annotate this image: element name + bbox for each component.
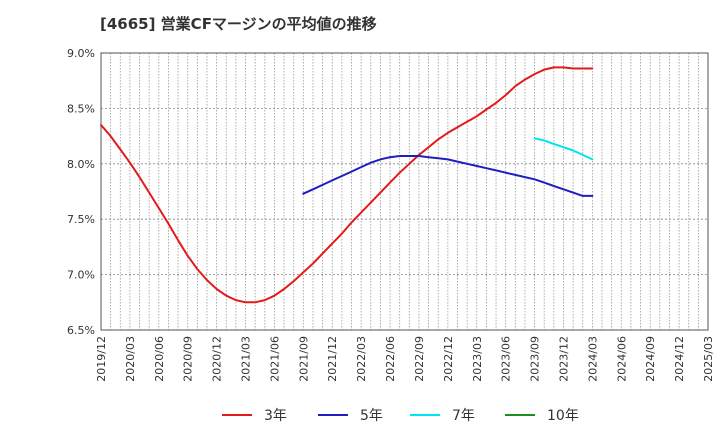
legend-swatch bbox=[410, 414, 440, 416]
y-tick-label: 7.0% bbox=[67, 269, 95, 282]
x-tick-label: 2024/12 bbox=[673, 336, 686, 382]
series-line bbox=[533, 137, 594, 161]
x-tick-label: 2023/09 bbox=[529, 336, 542, 382]
x-tick-label: 2024/09 bbox=[644, 336, 657, 382]
x-tick-label: 2025/03 bbox=[702, 336, 715, 382]
legend-swatch bbox=[222, 414, 252, 416]
legend-item: 7年 bbox=[410, 400, 475, 430]
x-tick-label: 2024/03 bbox=[586, 336, 599, 382]
x-tick-label: 2024/06 bbox=[615, 336, 628, 382]
x-tick-label: 2023/12 bbox=[557, 336, 570, 382]
x-tick-label: 2022/06 bbox=[384, 336, 397, 382]
x-tick-label: 2020/03 bbox=[124, 336, 137, 382]
x-tick-label: 2021/03 bbox=[240, 336, 253, 382]
legend-item: 10年 bbox=[505, 400, 579, 430]
series-line bbox=[100, 66, 594, 304]
x-tick-label: 2022/09 bbox=[413, 336, 426, 382]
legend-item: 5年 bbox=[318, 400, 383, 430]
x-tick-label: 2020/09 bbox=[182, 336, 195, 382]
plot-border bbox=[100, 52, 709, 331]
x-tick-label: 2023/06 bbox=[500, 336, 513, 382]
y-tick-label: 9.0% bbox=[67, 47, 95, 60]
chart-title: [4665] 営業CFマージンの平均値の推移 bbox=[100, 15, 377, 33]
x-tick-label: 2020/12 bbox=[211, 336, 224, 382]
x-tick-label: 2021/06 bbox=[268, 336, 281, 382]
legend-label: 7年 bbox=[452, 408, 475, 424]
y-tick-label: 7.5% bbox=[67, 213, 95, 226]
plot-area bbox=[101, 53, 708, 330]
legend-swatch bbox=[505, 414, 535, 416]
y-tick-label: 8.0% bbox=[67, 158, 95, 171]
x-tick-label: 2023/03 bbox=[471, 336, 484, 382]
legend-label: 5年 bbox=[360, 408, 383, 424]
x-tick-label: 2021/12 bbox=[326, 336, 339, 382]
legend-label: 3年 bbox=[264, 408, 287, 424]
y-tick-label: 8.5% bbox=[67, 102, 95, 115]
x-tick-label: 2022/12 bbox=[442, 336, 455, 382]
series-line bbox=[302, 155, 594, 197]
legend-swatch bbox=[318, 414, 348, 416]
legend-label: 10年 bbox=[547, 408, 579, 424]
legend: 3年 5年 7年 10年 bbox=[0, 400, 720, 430]
x-tick-label: 2021/09 bbox=[297, 336, 310, 382]
x-tick-label: 2020/06 bbox=[153, 336, 166, 382]
x-tick-label: 2022/03 bbox=[355, 336, 368, 382]
y-tick-label: 6.5% bbox=[67, 324, 95, 337]
legend-item: 3年 bbox=[222, 400, 287, 430]
x-tick-label: 2019/12 bbox=[95, 336, 108, 382]
